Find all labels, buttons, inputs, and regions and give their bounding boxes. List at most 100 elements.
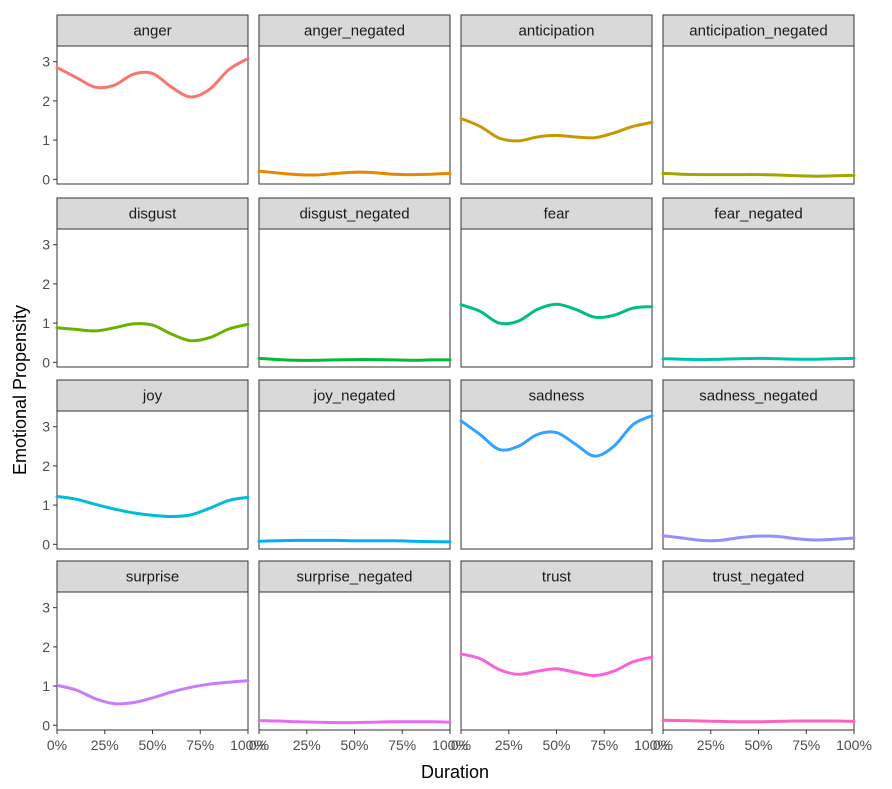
facet-strip-label: anger_negated (304, 23, 405, 40)
y-tick-label: 1 (42, 497, 50, 513)
panel-frame (258, 228, 451, 368)
x-tick-label: 25% (91, 737, 119, 753)
series-line-joy (55, 495, 250, 519)
facet-panel-fear: fear (459, 197, 654, 368)
facet-panels: anger anger_negated anticipation anticipati… (55, 14, 856, 731)
series-line-disgust_negated (257, 356, 452, 362)
x-tick-label: 75% (590, 737, 618, 753)
series-line-surprise (55, 679, 250, 706)
series-line-fear (459, 302, 654, 326)
facet-strip-label: trust_negated (713, 569, 805, 586)
facet-strip-anger (56, 14, 249, 47)
x-tick-label: 100% (230, 737, 266, 753)
x-tick-label: 75% (792, 737, 820, 753)
series-line-joy_negated (257, 538, 452, 544)
x-tick-label: 25% (495, 737, 523, 753)
y-tick-label: 2 (42, 93, 50, 109)
series-line-anger_negated (257, 169, 452, 177)
facet-strip-anger_negated (258, 14, 451, 47)
panel-frame (56, 410, 249, 550)
facet-strip-label: joy_negated (313, 388, 396, 405)
panel-frame (258, 591, 451, 731)
y-tick-label: 1 (42, 132, 50, 148)
facet-strip-surprise_negated (258, 560, 451, 593)
x-tick-label: 50% (744, 737, 772, 753)
facet-panel-surprise: surprise (55, 560, 250, 731)
facet-panel-trust_negated: trust_negated (661, 560, 856, 731)
facet-strip-sadness (460, 379, 653, 412)
facet-panel-anticipation: anticipation (459, 14, 654, 185)
facet-strip-label: anticipation (519, 23, 595, 40)
panel-frame (56, 45, 249, 185)
facet-panel-anger_negated: anger_negated (257, 14, 452, 185)
x-axis-title: Duration (421, 762, 489, 782)
series-line-fear_negated (661, 356, 856, 362)
y-tick-label: 3 (42, 600, 50, 616)
x-tick-label: 0% (249, 737, 269, 753)
x-tick-label: 50% (542, 737, 570, 753)
y-tick-label: 2 (42, 639, 50, 655)
facet-panel-surprise_negated: surprise_negated (257, 560, 452, 731)
facet-strip-label: disgust_negated (299, 206, 409, 223)
facet-strip-label: surprise_negated (297, 569, 413, 586)
facet-panel-anger: anger (55, 14, 250, 185)
facet-strip-label: sadness_negated (699, 388, 817, 405)
panel-frame (258, 45, 451, 185)
facet-strip-label: fear (544, 206, 570, 223)
y-axis: 0 1 2 3 0 1 2 3 0 1 2 3 0 1 2 3 (42, 54, 57, 733)
y-tick-label: 0 (42, 354, 50, 370)
x-tick-label: 75% (388, 737, 416, 753)
series-line-anger (55, 57, 250, 99)
panel-frame (662, 410, 855, 550)
facet-strip-surprise (56, 560, 249, 593)
x-tick-label: 0% (653, 737, 673, 753)
y-tick-label: 0 (42, 171, 50, 187)
facet-strip-fear_negated (662, 197, 855, 230)
facet-strip-label: anticipation_negated (689, 23, 827, 40)
y-tick-label: 3 (42, 419, 50, 435)
facet-panel-trust: trust (459, 560, 654, 731)
panel-frame (460, 228, 653, 368)
panel-frame (662, 228, 855, 368)
facet-strip-label: surprise (126, 569, 179, 586)
facet-strip-fear (460, 197, 653, 230)
facet-strip-joy_negated (258, 379, 451, 412)
y-tick-label: 0 (42, 717, 50, 733)
facet-strip-disgust_negated (258, 197, 451, 230)
x-tick-label: 0% (47, 737, 67, 753)
x-tick-label: 100% (836, 737, 872, 753)
y-tick-label: 1 (42, 678, 50, 694)
facet-panel-joy_negated: joy_negated (257, 379, 452, 550)
x-tick-label: 25% (293, 737, 321, 753)
x-tick-label: 50% (138, 737, 166, 753)
y-tick-label: 2 (42, 276, 50, 292)
x-tick-label: 100% (634, 737, 670, 753)
facet-strip-anticipation (460, 14, 653, 47)
panel-frame (662, 591, 855, 731)
panel-frame (56, 228, 249, 368)
series-line-anticipation_negated (661, 171, 856, 178)
facet-panel-disgust_negated: disgust_negated (257, 197, 452, 368)
panel-frame (460, 45, 653, 185)
x-tick-label: 75% (186, 737, 214, 753)
x-axis: 0% 25% 50% 75% 100%0% 25% 50% 75% 100%0% 25% 50% 75… (47, 730, 872, 753)
series-line-sadness (459, 414, 654, 458)
x-tick-label: 100% (432, 737, 468, 753)
series-line-sadness_negated (661, 534, 856, 543)
panel-frame (662, 45, 855, 185)
facet-strip-label: fear_negated (714, 206, 802, 223)
facet-strip-label: joy (142, 388, 163, 405)
series-line-surprise_negated (257, 719, 452, 725)
y-tick-label: 3 (42, 237, 50, 253)
series-line-disgust (55, 322, 250, 343)
series-line-trust (459, 652, 654, 678)
facet-panel-disgust: disgust (55, 197, 250, 368)
facet-strip-label: anger (133, 23, 171, 40)
facet-panel-joy: joy (55, 379, 250, 550)
y-tick-label: 1 (42, 315, 50, 331)
x-tick-label: 50% (340, 737, 368, 753)
y-tick-label: 0 (42, 536, 50, 552)
facet-panel-sadness_negated: sadness_negated (661, 379, 856, 550)
y-tick-label: 3 (42, 54, 50, 70)
